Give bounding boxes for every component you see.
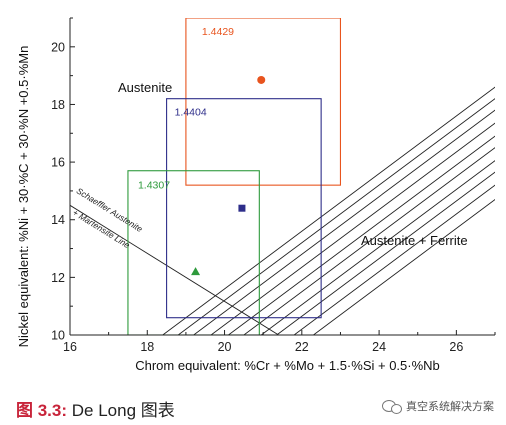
figure-title: De Long 图表: [67, 401, 175, 420]
y-tick-label-0: 10: [51, 329, 65, 343]
ferrite-line-1: [177, 98, 495, 335]
watermark-text: 真空系统解决方案: [406, 401, 494, 413]
range-box-1.4307: [127, 170, 260, 335]
ferrite-line-2: [193, 109, 495, 335]
series-label-1.4429: 1.4429: [202, 26, 234, 38]
x-tick-label-4: 24: [372, 340, 386, 354]
ferrite-line-0: [162, 86, 495, 335]
ferrite-line-5: [243, 147, 495, 335]
range-box-1.4429: [185, 18, 342, 186]
ferrite-line-7: [276, 171, 495, 335]
x-tick-label-5: 26: [449, 340, 463, 354]
y-axis-title: Nickel equivalent: %Ni + 30·%C + 30·%N +…: [16, 46, 31, 348]
y-tick-label-5: 20: [51, 40, 65, 54]
y-tick-label-4: 18: [51, 98, 65, 112]
series-label-1.4404: 1.4404: [175, 107, 207, 119]
y-tick-label-2: 14: [51, 213, 65, 227]
y-tick-label-3: 16: [51, 156, 65, 170]
de-long-chart: 16 18 20 22 24 26 10 12 14 16 18 20 Chrom equivalent…: [16, 17, 496, 373]
marker-1.4429: [257, 75, 266, 84]
marker-1.4307: [191, 267, 201, 276]
ferrite-line-6: [260, 160, 495, 335]
figure-label: 图 3.3:: [16, 401, 68, 420]
region-label-austenite-ferrite: Austenite + Ferrite: [361, 233, 468, 248]
wechat-icon: [382, 399, 402, 414]
ferrite-line-9: [313, 198, 495, 335]
marker-1.4404: [238, 204, 246, 212]
region-label-austenite: Austenite: [118, 80, 172, 95]
y-tick-label-1: 12: [51, 271, 65, 285]
range-box-1.4404: [166, 98, 322, 319]
ferrite-line-4: [228, 135, 495, 335]
schaeffler-line: [70, 204, 279, 335]
x-tick-label-0: 16: [63, 340, 77, 354]
x-tick-label-2: 20: [218, 340, 232, 354]
ferrite-line-8: [293, 184, 495, 335]
ferrite-line-3: [210, 122, 495, 335]
x-axis-title: Chrom equivalent: %Cr + %Mo + 1.5·%Si + …: [135, 358, 440, 373]
watermark: 真空系统解决方案: [382, 398, 494, 414]
figure-caption: 图 3.3: De Long 图表: [16, 396, 175, 421]
series-label-1.4307: 1.4307: [138, 180, 170, 192]
x-tick-label-3: 22: [295, 340, 309, 354]
x-tick-label-1: 18: [140, 340, 154, 354]
